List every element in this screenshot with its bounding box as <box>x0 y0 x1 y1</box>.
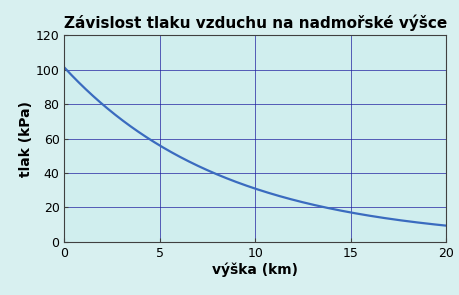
X-axis label: výška (km): výška (km) <box>212 263 297 277</box>
Y-axis label: tlak (kPa): tlak (kPa) <box>19 101 33 177</box>
Title: Závislost tlaku vzduchu na nadmořské výšce: Závislost tlaku vzduchu na nadmořské výš… <box>63 15 446 32</box>
